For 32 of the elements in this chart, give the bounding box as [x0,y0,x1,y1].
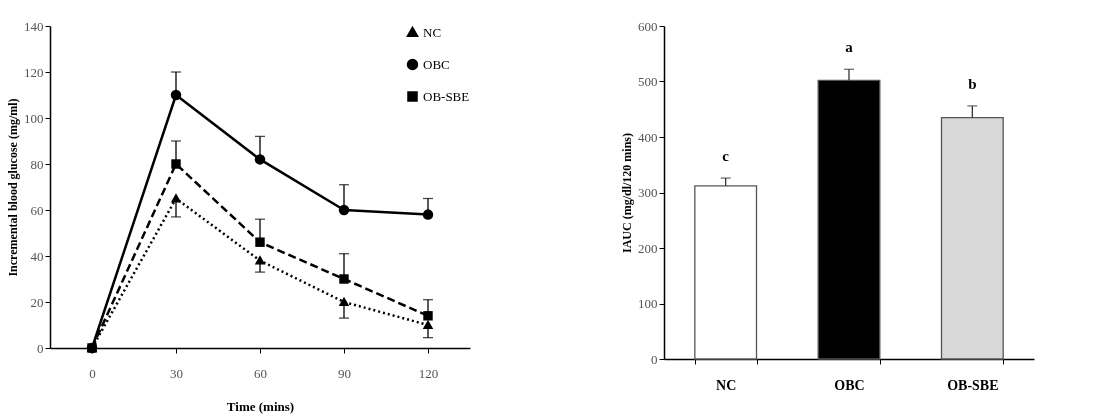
y-tick-label: 40 [30,248,44,264]
x-tick-label: OB-SBE [947,377,999,393]
x-tick-label: 0 [89,365,96,381]
annotation: c [722,148,730,165]
y-tick-label: 100 [24,110,44,126]
y-tick-label: 0 [651,351,658,367]
annotation: b [968,75,977,92]
y-axis-title: IAUC (mg/dl/120 mins) [620,132,634,254]
x-axis-title: Time (mins) [226,398,295,414]
x-tick-label: 30 [170,365,183,381]
y-tick-label: 500 [638,74,658,89]
y-tick-label: 60 [30,202,44,218]
legend-label: NC [423,24,442,40]
y-tick-label: 120 [24,64,44,80]
x-tick-label: 120 [418,365,439,381]
y-tick-label: 200 [638,240,658,256]
y-tick-label: 20 [30,294,44,310]
x-tick-label: NC [716,377,737,393]
y-tick-label: 300 [638,185,658,200]
y-tick-label: 80 [30,156,44,172]
x-tick-label: 90 [338,365,351,381]
y-tick-label: 400 [638,129,658,145]
x-tick-label: OBC [834,377,865,393]
y-tick-label: 140 [24,18,44,34]
legend-label: OBC [423,56,450,72]
y-tick-label: 100 [638,296,658,311]
annotation: a [845,39,854,56]
y-tick-label: 0 [37,340,44,356]
y-axis-title: Incremental blood glucose (mg/ml) [6,98,20,277]
y-tick-label: 600 [638,18,658,34]
x-tick-label: 60 [254,365,267,381]
legend-label: OB-SBE [423,88,470,104]
